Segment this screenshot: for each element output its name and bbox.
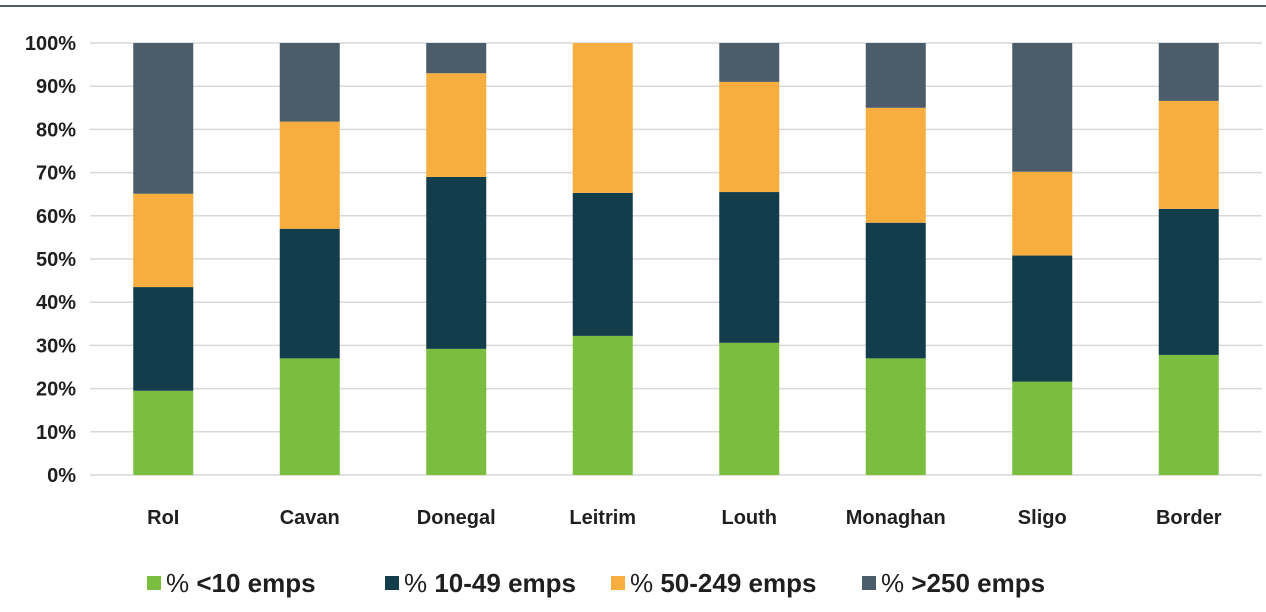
bar-segment <box>865 358 926 475</box>
x-tick-label: Leitrim <box>569 507 636 529</box>
bar-segment <box>865 43 926 108</box>
bars <box>133 43 1219 475</box>
bar-segment <box>1158 43 1219 101</box>
legend-label: % >250 emps <box>881 568 1045 598</box>
y-axis: 0% 10% 20% 30% 40% 50% 60% 70% 80% 90% 100% <box>25 33 76 487</box>
x-axis: RoI Cavan Donegal Leitrim Louth Monaghan Sligo… <box>147 507 1222 529</box>
bar-segment <box>279 228 340 359</box>
bar-segment <box>719 192 780 343</box>
y-tick-label: 40% <box>36 292 76 314</box>
bar-segment <box>719 342 780 475</box>
bar-segment <box>279 358 340 475</box>
bar-segment <box>133 193 194 288</box>
legend: % <10 emps % 10-49 emps % 50-249 emps % >25… <box>147 568 1045 598</box>
bar-segment <box>572 43 633 193</box>
bar-segment <box>1158 208 1219 355</box>
y-tick-label: 90% <box>36 76 76 98</box>
bar-segment <box>1158 354 1219 475</box>
bar-segment <box>1158 100 1219 209</box>
bar-segment <box>133 43 194 194</box>
y-tick-label: 100% <box>25 33 76 55</box>
x-tick-label: Border <box>1156 507 1222 529</box>
x-tick-label: Monaghan <box>846 507 946 529</box>
bar-segment <box>572 192 633 336</box>
y-tick-label: 60% <box>36 206 76 228</box>
y-tick-label: 30% <box>36 335 76 357</box>
x-tick-label: Cavan <box>280 507 340 529</box>
x-tick-label: Sligo <box>1018 507 1067 529</box>
bar-segment <box>426 348 487 475</box>
y-tick-label: 0% <box>47 465 76 487</box>
x-tick-label: Donegal <box>417 507 496 529</box>
y-tick-label: 80% <box>36 119 76 141</box>
y-tick-label: 50% <box>36 249 76 271</box>
bar-segment <box>133 287 194 391</box>
legend-swatch <box>385 576 399 590</box>
legend-label: % 50-249 emps <box>630 568 816 598</box>
gridlines <box>90 42 1262 476</box>
bar-segment <box>572 335 633 475</box>
y-tick-label: 70% <box>36 163 76 185</box>
bar-segment <box>865 222 926 359</box>
legend-swatch <box>611 576 625 590</box>
legend-label: % 10-49 emps <box>404 568 576 598</box>
bar-segment <box>1012 255 1073 382</box>
bar-segment <box>133 390 194 475</box>
x-tick-label: Louth <box>721 507 777 529</box>
y-tick-label: 20% <box>36 379 76 401</box>
bar-segment <box>279 121 340 229</box>
bar-segment <box>1012 43 1073 172</box>
legend-swatch <box>862 576 876 590</box>
bar-segment <box>279 43 340 122</box>
y-tick-label: 10% <box>36 422 76 444</box>
bar-segment <box>426 73 487 177</box>
legend-swatch <box>147 576 161 590</box>
bar-segment <box>865 107 926 223</box>
bar-segment <box>1012 381 1073 475</box>
x-tick-label: RoI <box>147 507 179 529</box>
bar-segment <box>719 81 780 193</box>
legend-label: % <10 emps <box>166 568 316 598</box>
bar-segment <box>1012 171 1073 256</box>
bar-segment <box>426 43 487 74</box>
bar-segment <box>719 43 780 82</box>
bar-segment <box>426 176 487 349</box>
